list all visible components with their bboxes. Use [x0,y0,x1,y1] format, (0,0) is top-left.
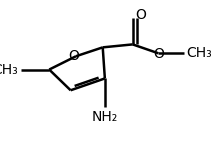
Text: CH₃: CH₃ [0,63,18,77]
Text: O: O [135,8,146,22]
Text: O: O [153,47,164,61]
Text: CH₃: CH₃ [186,46,212,60]
Text: O: O [68,49,79,62]
Text: NH₂: NH₂ [92,110,118,124]
